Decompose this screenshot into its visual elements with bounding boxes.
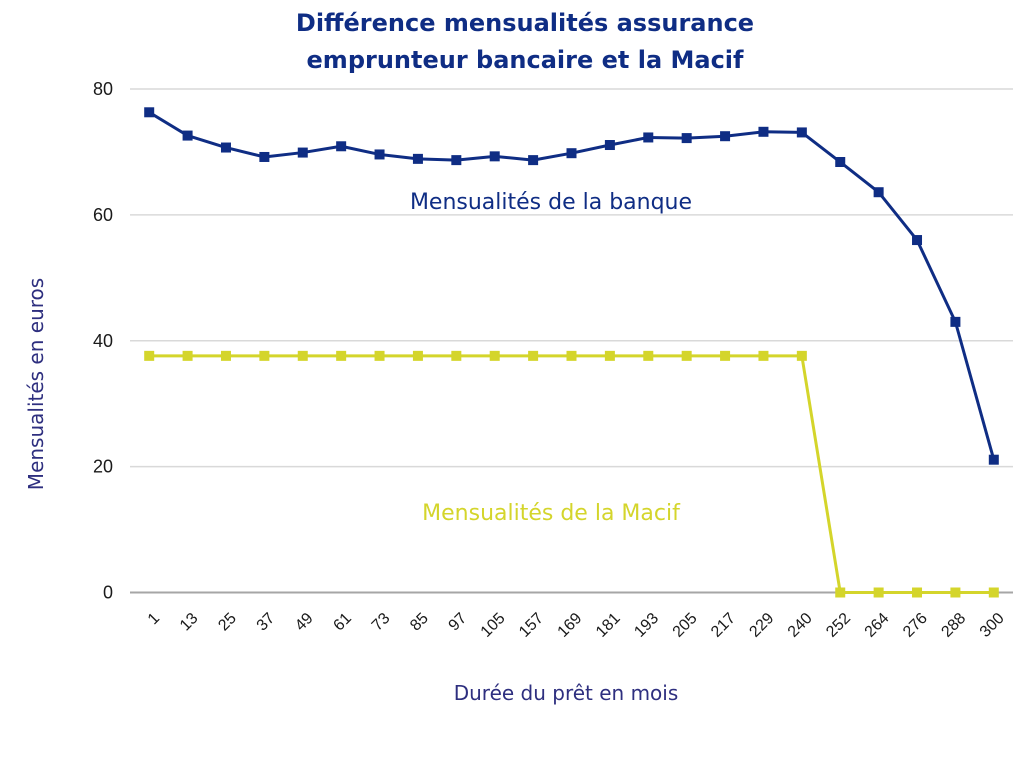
x-tick-label: 217 — [708, 610, 739, 641]
x-tick-label: 169 — [554, 610, 585, 641]
data-point-marker — [528, 155, 539, 166]
series-label-macif: Mensualités de la Macif — [422, 501, 681, 526]
data-point-marker — [297, 350, 308, 361]
data-point-marker — [144, 350, 155, 361]
data-point-marker — [451, 350, 462, 361]
y-tick-label: 80 — [93, 79, 113, 99]
series-lines — [144, 107, 999, 598]
data-point-marker — [681, 350, 692, 361]
x-tick-label: 61 — [330, 610, 355, 635]
series-line — [148, 111, 996, 461]
x-tick-label: 25 — [215, 610, 240, 635]
data-point-marker — [988, 454, 999, 465]
data-point-marker — [374, 149, 385, 160]
data-point-marker — [182, 350, 193, 361]
data-point-marker — [835, 157, 846, 168]
data-point-marker — [720, 131, 731, 142]
y-axis-title: Mensualités en euros — [24, 278, 48, 490]
data-point-marker — [336, 350, 347, 361]
y-tick-label: 20 — [93, 457, 113, 477]
x-axis-ticks: 1 13 25 37 49 61 73 85 97 105 157 169 181 193 205 217 22… — [145, 610, 1008, 641]
x-tick-label: 73 — [369, 610, 394, 635]
x-tick-label: 205 — [670, 610, 701, 641]
data-point-marker — [412, 153, 423, 164]
data-point-marker — [412, 350, 423, 361]
data-point-marker — [489, 151, 500, 162]
y-tick-label: 0 — [103, 583, 113, 603]
y-tick-label: 60 — [93, 205, 113, 225]
data-point-marker — [451, 155, 462, 166]
data-point-marker — [566, 350, 577, 361]
data-point-marker — [988, 587, 999, 598]
x-tick-label: 97 — [446, 610, 471, 635]
series-labels: Mensualités de la banque Mensualités de l… — [410, 190, 692, 526]
x-tick-label: 49 — [292, 610, 317, 635]
data-point-marker — [259, 151, 270, 162]
data-point-marker — [873, 587, 884, 598]
data-point-marker — [220, 350, 231, 361]
data-point-marker — [220, 142, 231, 153]
data-point-marker — [796, 350, 807, 361]
data-point-marker — [336, 141, 347, 152]
data-point-marker — [297, 147, 308, 158]
x-tick-label: 264 — [862, 610, 893, 641]
x-tick-label: 13 — [177, 610, 202, 635]
x-tick-label: 252 — [823, 610, 854, 641]
data-point-marker — [643, 132, 654, 143]
x-tick-label: 37 — [254, 610, 279, 635]
data-point-marker — [681, 133, 692, 144]
data-point-marker — [259, 350, 270, 361]
x-tick-label: 300 — [977, 610, 1008, 641]
y-tick-label: 40 — [93, 331, 113, 351]
data-point-marker — [912, 587, 923, 598]
data-point-marker — [758, 126, 769, 137]
chart-title-line-2: emprunteur bancaire et la Macif — [307, 46, 744, 74]
data-point-marker — [144, 107, 155, 118]
data-point-marker — [720, 350, 731, 361]
series-label-banque: Mensualités de la banque — [410, 190, 692, 215]
x-tick-label: 181 — [593, 610, 624, 641]
x-tick-label: 105 — [478, 610, 509, 641]
x-tick-label: 85 — [407, 610, 432, 635]
data-point-marker — [796, 127, 807, 138]
data-point-marker — [950, 587, 961, 598]
data-point-marker — [604, 140, 615, 151]
data-point-marker — [643, 350, 654, 361]
data-point-marker — [758, 350, 769, 361]
data-point-marker — [604, 350, 615, 361]
x-tick-label: 157 — [516, 610, 547, 641]
x-tick-label: 193 — [631, 610, 662, 641]
data-point-marker — [835, 587, 846, 598]
series-line — [149, 354, 994, 594]
chart-title: Différence mensualités assurance emprunt… — [296, 9, 754, 74]
chart-title-line-1: Différence mensualités assurance — [296, 9, 754, 37]
x-tick-label: 1 — [145, 610, 163, 628]
data-point-marker — [489, 350, 500, 361]
x-tick-label: 288 — [938, 610, 969, 641]
x-tick-label: 240 — [785, 610, 816, 641]
series-banque — [144, 107, 999, 465]
data-point-marker — [566, 148, 577, 159]
x-axis-title: Durée du prêt en mois — [454, 681, 679, 705]
data-point-marker — [873, 187, 884, 198]
x-tick-label: 229 — [746, 610, 777, 641]
y-axis-ticks: 0 20 40 60 80 — [93, 79, 113, 603]
data-point-marker — [528, 350, 539, 361]
data-point-marker — [374, 350, 385, 361]
series-macif — [144, 350, 999, 598]
x-tick-label: 276 — [900, 610, 931, 641]
data-point-marker — [182, 130, 193, 141]
data-point-marker — [912, 235, 923, 246]
data-point-marker — [950, 316, 961, 327]
